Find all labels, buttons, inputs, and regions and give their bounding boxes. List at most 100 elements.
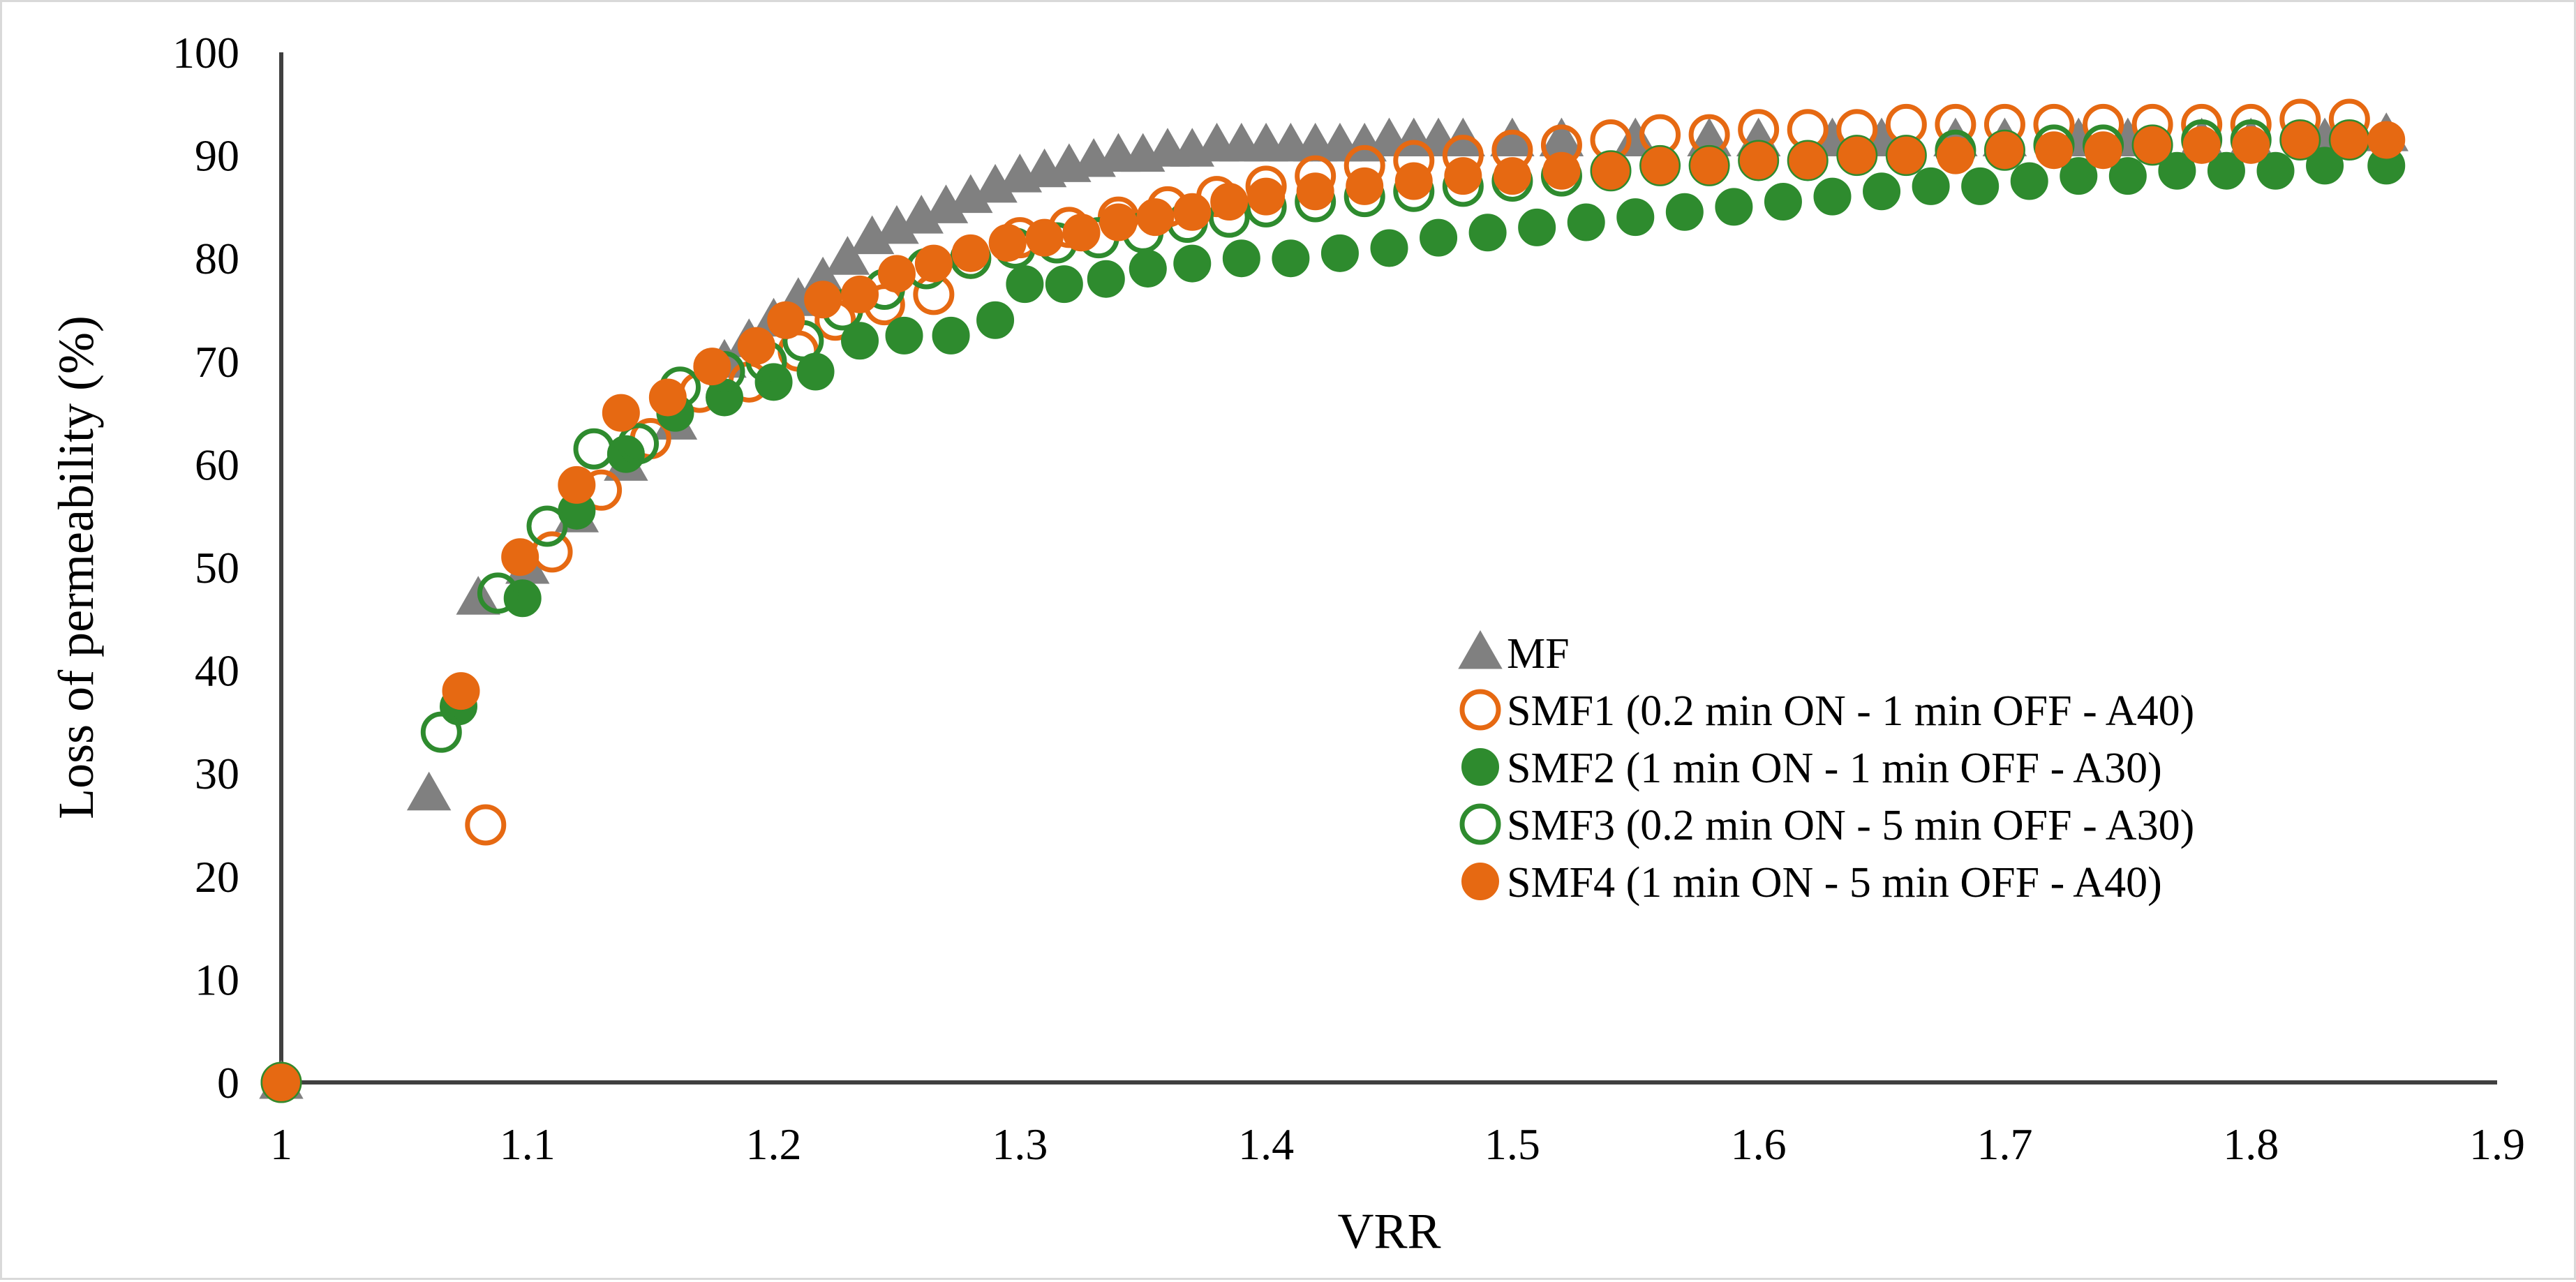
x-tick-label: 1 — [270, 1119, 292, 1169]
data-point — [1912, 167, 1950, 205]
data-point — [2060, 157, 2098, 195]
x-tick-label: 1.8 — [2223, 1119, 2279, 1169]
data-point — [526, 505, 568, 547]
x-tick-label: 1.1 — [500, 1119, 556, 1169]
data-point — [1641, 147, 1679, 185]
data-point — [2207, 151, 2245, 190]
series-4 — [260, 119, 2370, 1103]
data-marks — [259, 98, 2409, 1103]
x-tick-label: 1.9 — [2469, 1119, 2525, 1169]
data-point — [442, 672, 480, 710]
data-point — [877, 255, 916, 293]
data-point — [1087, 260, 1125, 298]
data-point — [1296, 172, 1334, 211]
y-tick-label: 80 — [195, 234, 239, 283]
x-tick-label: 1.6 — [1731, 1119, 1787, 1169]
data-point — [406, 771, 452, 811]
x-tick-label: 1.4 — [1238, 1119, 1294, 1169]
data-point — [1813, 177, 1852, 216]
data-point — [2182, 126, 2221, 164]
data-point — [2010, 162, 2048, 200]
data-point — [262, 1064, 300, 1101]
data-point — [693, 348, 731, 386]
y-tick-label: 50 — [195, 543, 239, 592]
data-point — [602, 394, 640, 432]
data-point — [2281, 121, 2319, 159]
y-tick-label: 60 — [195, 440, 239, 489]
y-axis-ticks: 0 10 20 30 40 50 60 70 80 90 100 — [172, 28, 239, 1108]
legend-marker — [1458, 629, 1503, 669]
data-point — [1099, 203, 1138, 241]
data-point — [1210, 183, 1249, 221]
data-point — [2134, 126, 2172, 164]
data-point — [1420, 218, 1458, 257]
data-point — [1665, 193, 1704, 231]
data-point — [2367, 121, 2406, 159]
data-point — [951, 234, 990, 272]
legend-label: SMF4 (1 min ON - 5 min OFF - A40) — [1507, 859, 2162, 907]
data-point — [573, 428, 615, 470]
y-tick-label: 90 — [195, 131, 239, 181]
data-point — [2084, 131, 2122, 170]
legend-label: SMF3 (0.2 min ON - 5 min OFF - A30) — [1507, 802, 2194, 849]
data-point — [1173, 244, 1212, 283]
data-point — [465, 804, 507, 846]
data-point — [1272, 239, 1310, 278]
y-tick-label: 100 — [172, 28, 239, 77]
data-point — [618, 423, 660, 465]
data-point — [1247, 177, 1286, 216]
series-5 — [262, 121, 2406, 1101]
data-point — [1222, 239, 1260, 278]
data-point — [988, 224, 1027, 262]
data-point — [1346, 167, 1384, 205]
data-point — [1567, 203, 1605, 241]
data-point — [2330, 121, 2369, 159]
data-point — [2256, 151, 2295, 190]
data-point — [1838, 136, 1876, 174]
data-point — [1789, 141, 1827, 179]
data-point — [1986, 131, 2024, 170]
y-tick-label: 0 — [217, 1058, 239, 1108]
data-point — [1136, 198, 1175, 237]
y-tick-label: 70 — [195, 337, 239, 387]
data-point — [976, 301, 1015, 339]
data-point — [1518, 208, 1556, 246]
data-point — [1062, 214, 1101, 252]
data-point — [1739, 141, 1778, 179]
y-tick-label: 30 — [195, 749, 239, 798]
data-point — [1173, 193, 1212, 231]
data-point — [1045, 265, 1083, 304]
data-point — [2108, 157, 2147, 195]
data-point — [1394, 162, 1433, 200]
data-point — [737, 327, 775, 365]
series-2 — [260, 98, 2370, 1103]
data-point — [1863, 172, 1901, 211]
data-point — [2035, 131, 2073, 170]
legend-label: MF — [1507, 630, 1570, 678]
data-point — [1616, 198, 1655, 237]
data-point — [1025, 218, 1064, 257]
data-point — [1006, 265, 1044, 304]
data-point — [804, 281, 842, 319]
x-axis-title: VRR — [1337, 1203, 1440, 1259]
legend-marker — [1459, 689, 1501, 731]
data-point — [767, 301, 805, 339]
y-tick-label: 40 — [195, 646, 239, 696]
data-point — [1715, 188, 1753, 226]
data-point — [1764, 183, 1802, 221]
data-point — [420, 711, 462, 753]
x-axis-ticks: 1 1.1 1.2 1.3 1.4 1.5 1.6 1.7 1.8 1.9 — [270, 1119, 2525, 1169]
data-point — [885, 316, 923, 355]
data-point — [558, 465, 596, 504]
data-point — [1493, 157, 1531, 195]
data-point — [841, 322, 879, 360]
data-point — [841, 275, 879, 313]
legend-marker — [1459, 803, 1501, 845]
data-point — [932, 316, 970, 355]
data-point — [1370, 229, 1408, 267]
data-point — [2306, 147, 2344, 185]
data-point — [1542, 151, 1581, 190]
data-point — [825, 236, 870, 275]
data-point — [1936, 136, 1974, 174]
